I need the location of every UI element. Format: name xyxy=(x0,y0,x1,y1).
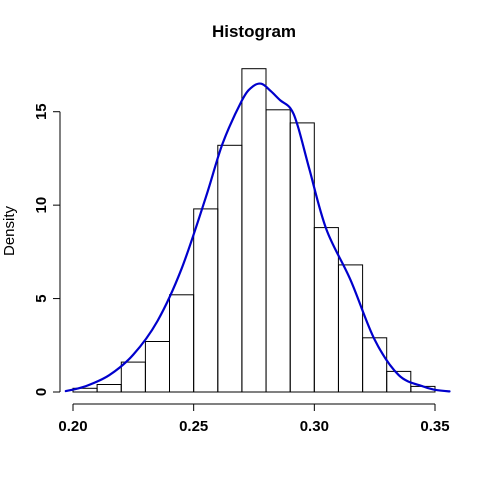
x-tick-label: 0.35 xyxy=(420,418,449,435)
histogram-bar-6 xyxy=(217,144,243,393)
y-tick-label: 5 xyxy=(33,294,50,302)
x-axis: 0.20 0.25 0.30 0.35 xyxy=(58,403,450,435)
density-curve-layer xyxy=(64,82,451,393)
histogram-bar-12 xyxy=(362,337,388,393)
histogram-bar-10 xyxy=(313,227,339,393)
histogram-bar-1 xyxy=(96,384,122,393)
histogram-bar-8 xyxy=(265,109,291,393)
x-tick-label: 0.30 xyxy=(300,418,329,435)
y-tick-label: 0 xyxy=(33,388,50,396)
y-tick-label: 10 xyxy=(33,197,50,214)
chart-title: Histogram xyxy=(212,22,296,41)
y-axis: 0 5 10 15 xyxy=(33,103,61,396)
y-axis-label: Density xyxy=(1,205,18,256)
histogram-bar-11 xyxy=(338,264,364,393)
histogram-bar-7 xyxy=(241,68,267,393)
histogram-bar-2 xyxy=(120,361,146,393)
x-tick-label: 0.20 xyxy=(58,418,87,435)
histogram-bars xyxy=(72,68,436,393)
histogram-bar-9 xyxy=(289,122,315,393)
histogram-bar-4 xyxy=(169,294,195,393)
histogram-bar-3 xyxy=(144,341,170,393)
density-curve xyxy=(64,82,451,393)
x-tick-label: 0.25 xyxy=(179,418,208,435)
y-tick-label: 15 xyxy=(33,103,50,120)
histogram-bar-5 xyxy=(193,208,219,393)
